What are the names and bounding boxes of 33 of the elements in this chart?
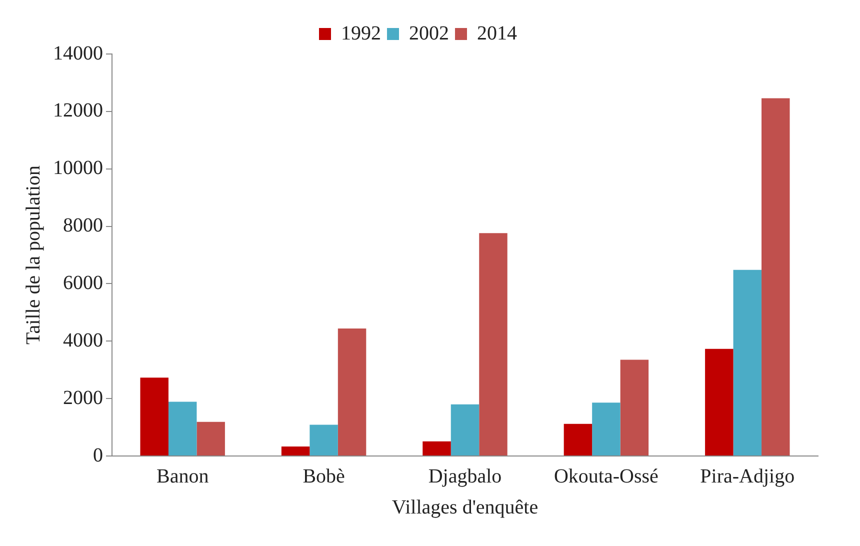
y-tick-label: 2000 <box>63 386 103 409</box>
x-tick-label: Pira-Adjigo <box>700 465 795 488</box>
bar <box>422 441 451 456</box>
y-tick-label: 6000 <box>63 272 103 294</box>
y-tick-label: 10000 <box>53 157 103 180</box>
bar <box>196 422 225 456</box>
bar <box>310 424 338 456</box>
y-tick-label: 0 <box>93 444 103 466</box>
bar <box>479 233 508 456</box>
y-tick-label: 12000 <box>53 100 103 122</box>
y-tick-label: 14000 <box>53 42 103 64</box>
bar <box>168 402 197 456</box>
bar <box>762 98 790 456</box>
bar <box>140 378 168 456</box>
y-axis-title: Taille de la population <box>22 165 44 345</box>
bar <box>705 348 734 456</box>
legend-label: 2014 <box>477 22 517 44</box>
x-axis-title: Villages d'enquête <box>392 496 538 518</box>
bar <box>564 424 592 456</box>
bar <box>592 402 620 456</box>
bar <box>338 328 366 456</box>
bar <box>281 446 310 456</box>
y-tick-label: 4000 <box>63 329 103 352</box>
x-tick-label: Okouta-Ossé <box>554 465 659 488</box>
x-tick-label: Bobè <box>302 465 346 488</box>
legend-label: 2002 <box>409 22 449 44</box>
bar <box>450 404 480 456</box>
y-tick-label: 8000 <box>63 214 103 237</box>
x-tick-label: Banon <box>156 465 209 488</box>
bar <box>620 360 649 456</box>
bar <box>733 270 762 456</box>
legend-label: 1992 <box>341 22 381 44</box>
x-tick-label: Djagbalo <box>428 465 502 488</box>
